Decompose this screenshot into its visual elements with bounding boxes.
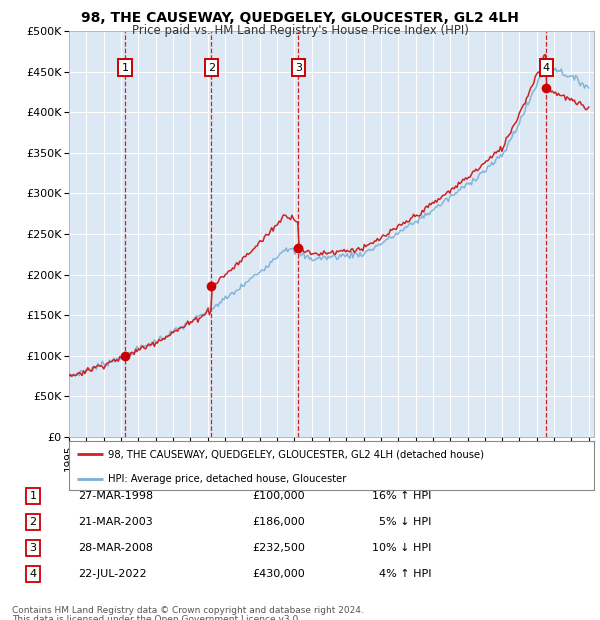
Text: 3: 3 (295, 63, 302, 73)
Text: Price paid vs. HM Land Registry's House Price Index (HPI): Price paid vs. HM Land Registry's House … (131, 24, 469, 37)
Text: 4: 4 (543, 63, 550, 73)
Text: HPI: Average price, detached house, Gloucester: HPI: Average price, detached house, Glou… (109, 474, 347, 484)
Text: 1: 1 (29, 491, 37, 501)
Text: £100,000: £100,000 (252, 491, 305, 501)
Text: 2: 2 (208, 63, 215, 73)
Text: £430,000: £430,000 (252, 569, 305, 579)
Text: 5% ↓ HPI: 5% ↓ HPI (372, 517, 431, 527)
Text: 98, THE CAUSEWAY, QUEDGELEY, GLOUCESTER, GL2 4LH: 98, THE CAUSEWAY, QUEDGELEY, GLOUCESTER,… (81, 11, 519, 25)
Text: 98, THE CAUSEWAY, QUEDGELEY, GLOUCESTER, GL2 4LH (detached house): 98, THE CAUSEWAY, QUEDGELEY, GLOUCESTER,… (109, 450, 484, 459)
Text: 1: 1 (121, 63, 128, 73)
Text: 16% ↑ HPI: 16% ↑ HPI (372, 491, 431, 501)
Text: This data is licensed under the Open Government Licence v3.0.: This data is licensed under the Open Gov… (12, 615, 301, 620)
Text: 22-JUL-2022: 22-JUL-2022 (78, 569, 146, 579)
Text: £232,500: £232,500 (252, 543, 305, 553)
Text: £186,000: £186,000 (252, 517, 305, 527)
Text: 3: 3 (29, 543, 37, 553)
Text: 4% ↑ HPI: 4% ↑ HPI (372, 569, 431, 579)
Text: 28-MAR-2008: 28-MAR-2008 (78, 543, 153, 553)
Text: 4: 4 (29, 569, 37, 579)
Text: 10% ↓ HPI: 10% ↓ HPI (372, 543, 431, 553)
Text: 21-MAR-2003: 21-MAR-2003 (78, 517, 153, 527)
Text: 2: 2 (29, 517, 37, 527)
Text: 27-MAR-1998: 27-MAR-1998 (78, 491, 153, 501)
Text: Contains HM Land Registry data © Crown copyright and database right 2024.: Contains HM Land Registry data © Crown c… (12, 606, 364, 616)
